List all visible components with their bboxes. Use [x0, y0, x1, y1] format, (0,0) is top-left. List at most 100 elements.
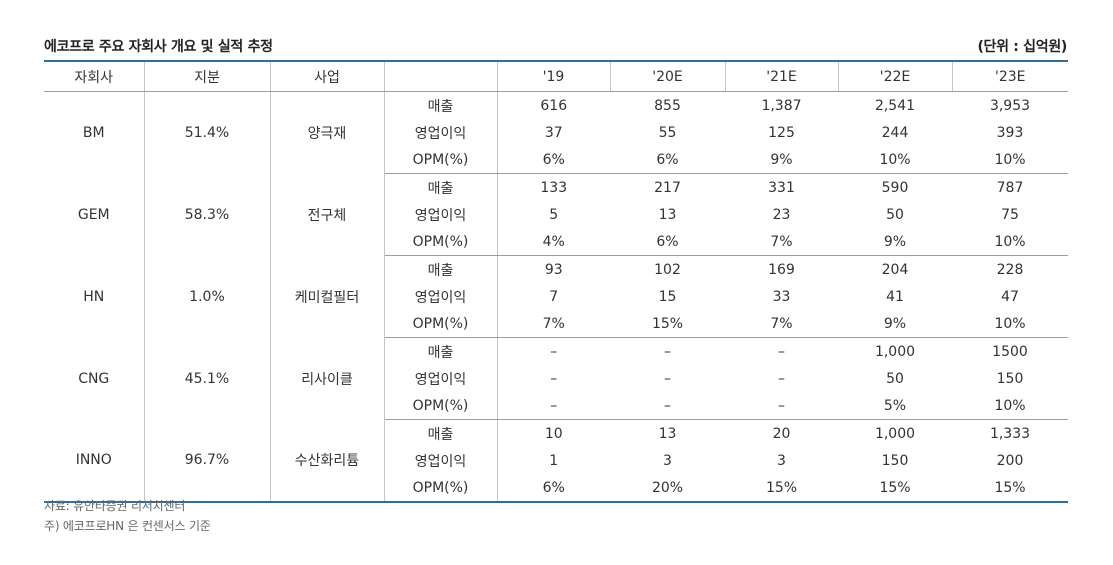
- table-row: HN 1.0% 케미컬필터 매출 93 102 169 204 228: [44, 255, 1068, 338]
- metric-label: 매출: [384, 337, 498, 365]
- company-share: 1.0%: [144, 255, 271, 338]
- table-row: OPM(%) 6% 6% 9% 10% 10%: [44, 146, 1068, 174]
- value-cell: 6%: [610, 146, 725, 174]
- value-cell: 50: [886, 206, 904, 223]
- value-cell: 93: [544, 261, 563, 278]
- header-year-20e: '20E: [609, 61, 725, 92]
- header-metric: [383, 61, 497, 92]
- value-cell: 15%: [610, 310, 725, 338]
- value-cell: 75: [1001, 206, 1019, 223]
- value-cell: 125: [768, 124, 795, 141]
- table-row: 영업이익 5 13 23 50 75: [44, 201, 1068, 228]
- value-cell: 4%: [497, 228, 610, 256]
- value-cell: 10%: [952, 310, 1068, 338]
- value-cell: –: [778, 343, 785, 360]
- value-cell: 15%: [765, 479, 798, 496]
- source-note: 자료: 유안타증권 리서치센터: [44, 499, 186, 513]
- table-title: 에코프로 주요 자회사 개요 및 실적 추정: [44, 39, 273, 55]
- table-row: 영업이익 1 3 3 150 200: [44, 447, 1068, 474]
- value-cell: 47: [1001, 288, 1019, 305]
- value-cell: 200: [996, 452, 1024, 469]
- value-cell: 33: [772, 288, 791, 305]
- value-cell: 50: [886, 370, 904, 387]
- table-row: 영업이익 37 55 125 244 393: [44, 119, 1068, 146]
- value-cell: 133: [540, 179, 568, 196]
- metric-label: OPM(%): [384, 392, 498, 420]
- table-row: 영업이익 7 15 33 41 47: [44, 283, 1068, 310]
- value-cell: –: [497, 392, 610, 420]
- table-row: INNO 96.7% 수산화리튬 매출 10 13 20 1,000 1,333: [44, 419, 1068, 502]
- value-cell: 3,953: [989, 97, 1031, 114]
- header-year-21e: '21E: [724, 61, 838, 92]
- value-cell: 150: [881, 452, 909, 469]
- value-cell: 23: [772, 206, 791, 223]
- value-cell: –: [664, 370, 671, 387]
- value-cell: 15%: [879, 479, 911, 496]
- value-cell: 10%: [952, 146, 1068, 174]
- value-cell: 102: [654, 261, 681, 278]
- company-share: 51.4%: [144, 91, 271, 174]
- value-cell: 7%: [497, 310, 610, 338]
- value-cell: 2,541: [874, 97, 916, 114]
- metric-label: OPM(%): [384, 310, 498, 338]
- value-cell: 3: [663, 452, 672, 469]
- value-cell: 37: [544, 124, 563, 141]
- value-cell: 9%: [725, 146, 838, 174]
- company-name: GEM: [44, 173, 145, 256]
- company-name: HN: [44, 255, 145, 338]
- metric-label: 영업이익: [384, 119, 498, 146]
- value-cell: 331: [768, 179, 795, 196]
- value-cell: –: [550, 343, 558, 360]
- value-cell: 169: [768, 261, 795, 278]
- company-share: 96.7%: [144, 419, 271, 502]
- table-row: BM 51.4% 양극재 매출 616 855 1,387 2,541 3,953: [44, 91, 1068, 174]
- footnote: 주) 에코프로HN 은 컨센서스 기준: [44, 519, 211, 533]
- value-cell: 10%: [838, 146, 952, 174]
- table-body: BM 51.4% 양극재 매출 616 855 1,387 2,541 3,953 영업이익 37 5…: [44, 91, 1068, 502]
- company-business: 케미컬필터: [270, 255, 385, 338]
- value-cell: 9%: [838, 228, 952, 256]
- value-cell: 590: [881, 179, 909, 196]
- value-cell: 616: [540, 97, 568, 114]
- table-row: OPM(%) 6% 20% 15% 15% 15%: [44, 474, 1068, 502]
- value-cell: 855: [654, 97, 681, 114]
- value-cell: 1,333: [989, 425, 1031, 442]
- metric-label: 매출: [384, 91, 498, 119]
- unit-label: (단위 : 십억원): [977, 39, 1067, 55]
- company-share: 58.3%: [144, 173, 271, 256]
- value-cell: 787: [996, 179, 1024, 196]
- value-cell: 20: [772, 425, 791, 442]
- value-cell: –: [550, 370, 558, 387]
- company-business: 전구체: [270, 173, 385, 256]
- value-cell: –: [664, 343, 671, 360]
- company-share: 45.1%: [144, 337, 271, 420]
- company-business: 수산화리튬: [270, 419, 385, 502]
- metric-label: OPM(%): [384, 228, 498, 256]
- metric-label: 영업이익: [384, 201, 498, 228]
- header-year-23e: '23E: [951, 61, 1068, 92]
- value-cell: 1500: [992, 343, 1028, 360]
- value-cell: 228: [996, 261, 1024, 278]
- value-cell: –: [778, 370, 785, 387]
- value-cell: 7%: [725, 310, 838, 338]
- subsidiary-table: 자회사 지분 사업 '19 '20E '21E '22E '23E BM 51.4…: [44, 60, 1068, 503]
- value-cell: 244: [881, 124, 909, 141]
- table-row: OPM(%) 4% 6% 7% 9% 10%: [44, 228, 1068, 256]
- metric-label: OPM(%): [384, 146, 498, 174]
- value-cell: 20%: [651, 479, 684, 496]
- value-cell: 204: [881, 261, 909, 278]
- table-row: OPM(%) – – –5% 10%: [44, 392, 1068, 420]
- header-business: 사업: [269, 61, 384, 92]
- value-cell: 10%: [952, 228, 1068, 256]
- value-cell: 10: [544, 425, 563, 442]
- value-cell: 7%: [725, 228, 838, 256]
- value-cell: 150: [996, 370, 1024, 387]
- table-row: GEM 58.3% 전구체 매출 133 217 331 590 787: [44, 173, 1068, 256]
- company-business: 양극재: [270, 91, 385, 174]
- header-year-22e: '22E: [837, 61, 952, 92]
- value-cell: 6%: [542, 479, 565, 496]
- value-cell: 13: [658, 425, 677, 442]
- header-year-19: '19: [496, 61, 610, 92]
- value-cell: 217: [654, 179, 681, 196]
- value-cell: 1,000: [874, 425, 916, 442]
